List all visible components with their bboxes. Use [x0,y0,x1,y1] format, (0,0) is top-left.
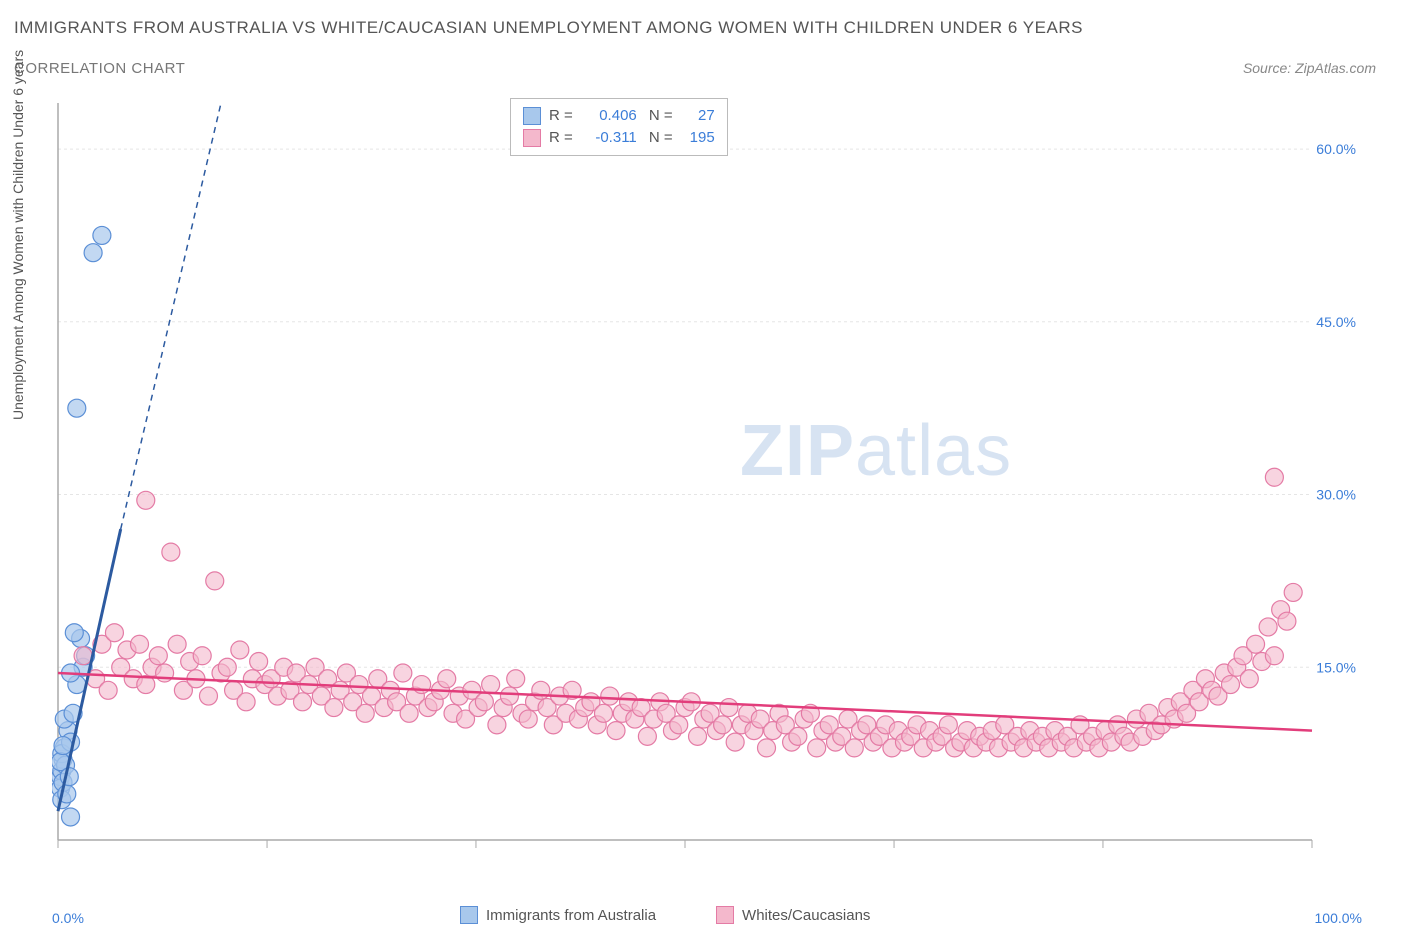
legend-r-label: R = [549,127,573,149]
legend-stat-row: R = 0.406 N = 27 [523,105,715,127]
chart-area: 15.0% 30.0% 45.0% 60.0% [52,95,1362,870]
legend-r-value: -0.311 [581,127,637,149]
scatter-plot: 15.0% 30.0% 45.0% 60.0% [52,95,1362,870]
legend-series-label: Immigrants from Australia [486,907,656,924]
legend-swatch [523,107,541,125]
svg-text:60.0%: 60.0% [1316,141,1356,157]
correlation-legend: R = 0.406 N = 27 R = -0.311 N = 195 [510,98,728,156]
legend-n-label: N = [645,105,673,127]
legend-r-label: R = [549,105,573,127]
legend-series-item: Whites/Caucasians [716,906,870,924]
legend-series-label: Whites/Caucasians [742,907,870,924]
legend-n-value: 27 [681,105,715,127]
legend-n-value: 195 [681,127,715,149]
watermark: ZIPatlas [740,410,1012,492]
svg-text:30.0%: 30.0% [1316,487,1356,503]
svg-text:45.0%: 45.0% [1316,314,1356,330]
watermark-bold: ZIP [740,411,855,491]
svg-text:15.0%: 15.0% [1316,659,1356,675]
legend-stat-row: R = -0.311 N = 195 [523,127,715,149]
legend-n-label: N = [645,127,673,149]
legend-swatch [523,129,541,147]
source-attribution: Source: ZipAtlas.com [1243,60,1376,76]
x-axis-min-label: 0.0% [52,910,84,926]
chart-subtitle: CORRELATION CHART [14,60,185,77]
series-legend: Immigrants from Australia Whites/Caucasi… [460,906,870,924]
chart-title: IMMIGRANTS FROM AUSTRALIA VS WHITE/CAUCA… [14,18,1083,38]
x-axis-max-label: 100.0% [1315,910,1362,926]
legend-swatch [716,906,734,924]
legend-r-value: 0.406 [581,105,637,127]
legend-series-item: Immigrants from Australia [460,906,656,924]
legend-swatch [460,906,478,924]
y-axis-label: Unemployment Among Women with Children U… [10,50,26,420]
watermark-light: atlas [855,411,1012,491]
